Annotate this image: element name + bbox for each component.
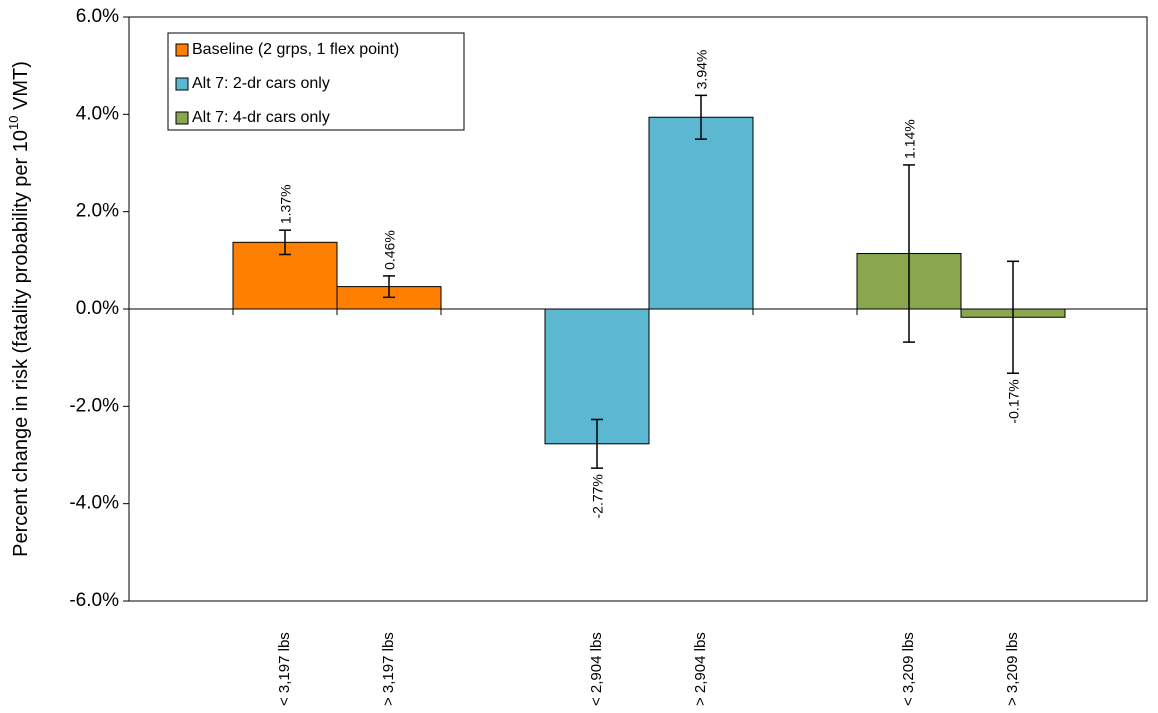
legend (167, 32, 465, 131)
y-tick-label: -2.0% (69, 395, 119, 416)
x-tick-label: < 3,209 lbs (900, 632, 917, 706)
data-label: 1.37% (278, 184, 294, 224)
y-tick-label: 6.0% (76, 6, 119, 27)
y-label-text: Percent change in risk (fatality probabi… (10, 130, 32, 557)
error-bar (695, 94, 707, 140)
data-label: -2.77% (590, 474, 606, 518)
x-tick-label: < 2,904 lbs (588, 632, 605, 706)
data-label: -0.17% (1006, 379, 1022, 423)
y-label-sup: 10 (6, 116, 21, 130)
error-bar (591, 418, 603, 469)
y-axis-label: Percent change in risk (fatality probabi… (6, 61, 32, 557)
legend-swatch (175, 77, 189, 91)
bar (648, 116, 754, 310)
error-bar (383, 275, 395, 299)
y-tick-label: -6.0% (69, 590, 119, 611)
legend-label: Alt 7: 2-dr cars only (192, 75, 330, 92)
y-tick-label: -4.0% (69, 493, 119, 514)
data-label: 0.46% (382, 230, 398, 270)
legend-swatch (175, 43, 189, 57)
legend-swatch (175, 111, 189, 125)
data-label: 1.14% (902, 119, 918, 159)
y-tick-label: 2.0% (76, 201, 119, 222)
x-tick-label: < 3,197 lbs (276, 632, 293, 706)
error-bar (279, 229, 291, 256)
x-tick-label: > 2,904 lbs (692, 632, 709, 706)
x-tick-label: > 3,197 lbs (380, 632, 397, 706)
legend-label: Baseline (2 grps, 1 flex point) (192, 41, 399, 58)
error-bar (903, 164, 915, 343)
y-label-text: VMT) (10, 61, 32, 115)
y-tick-label: 0.0% (76, 298, 119, 319)
legend-label: Alt 7: 4-dr cars only (192, 109, 330, 126)
x-tick-label: > 3,209 lbs (1004, 632, 1021, 706)
data-label: 3.94% (694, 50, 710, 90)
y-tick-label: 4.0% (76, 103, 119, 124)
error-bar (1007, 260, 1019, 374)
